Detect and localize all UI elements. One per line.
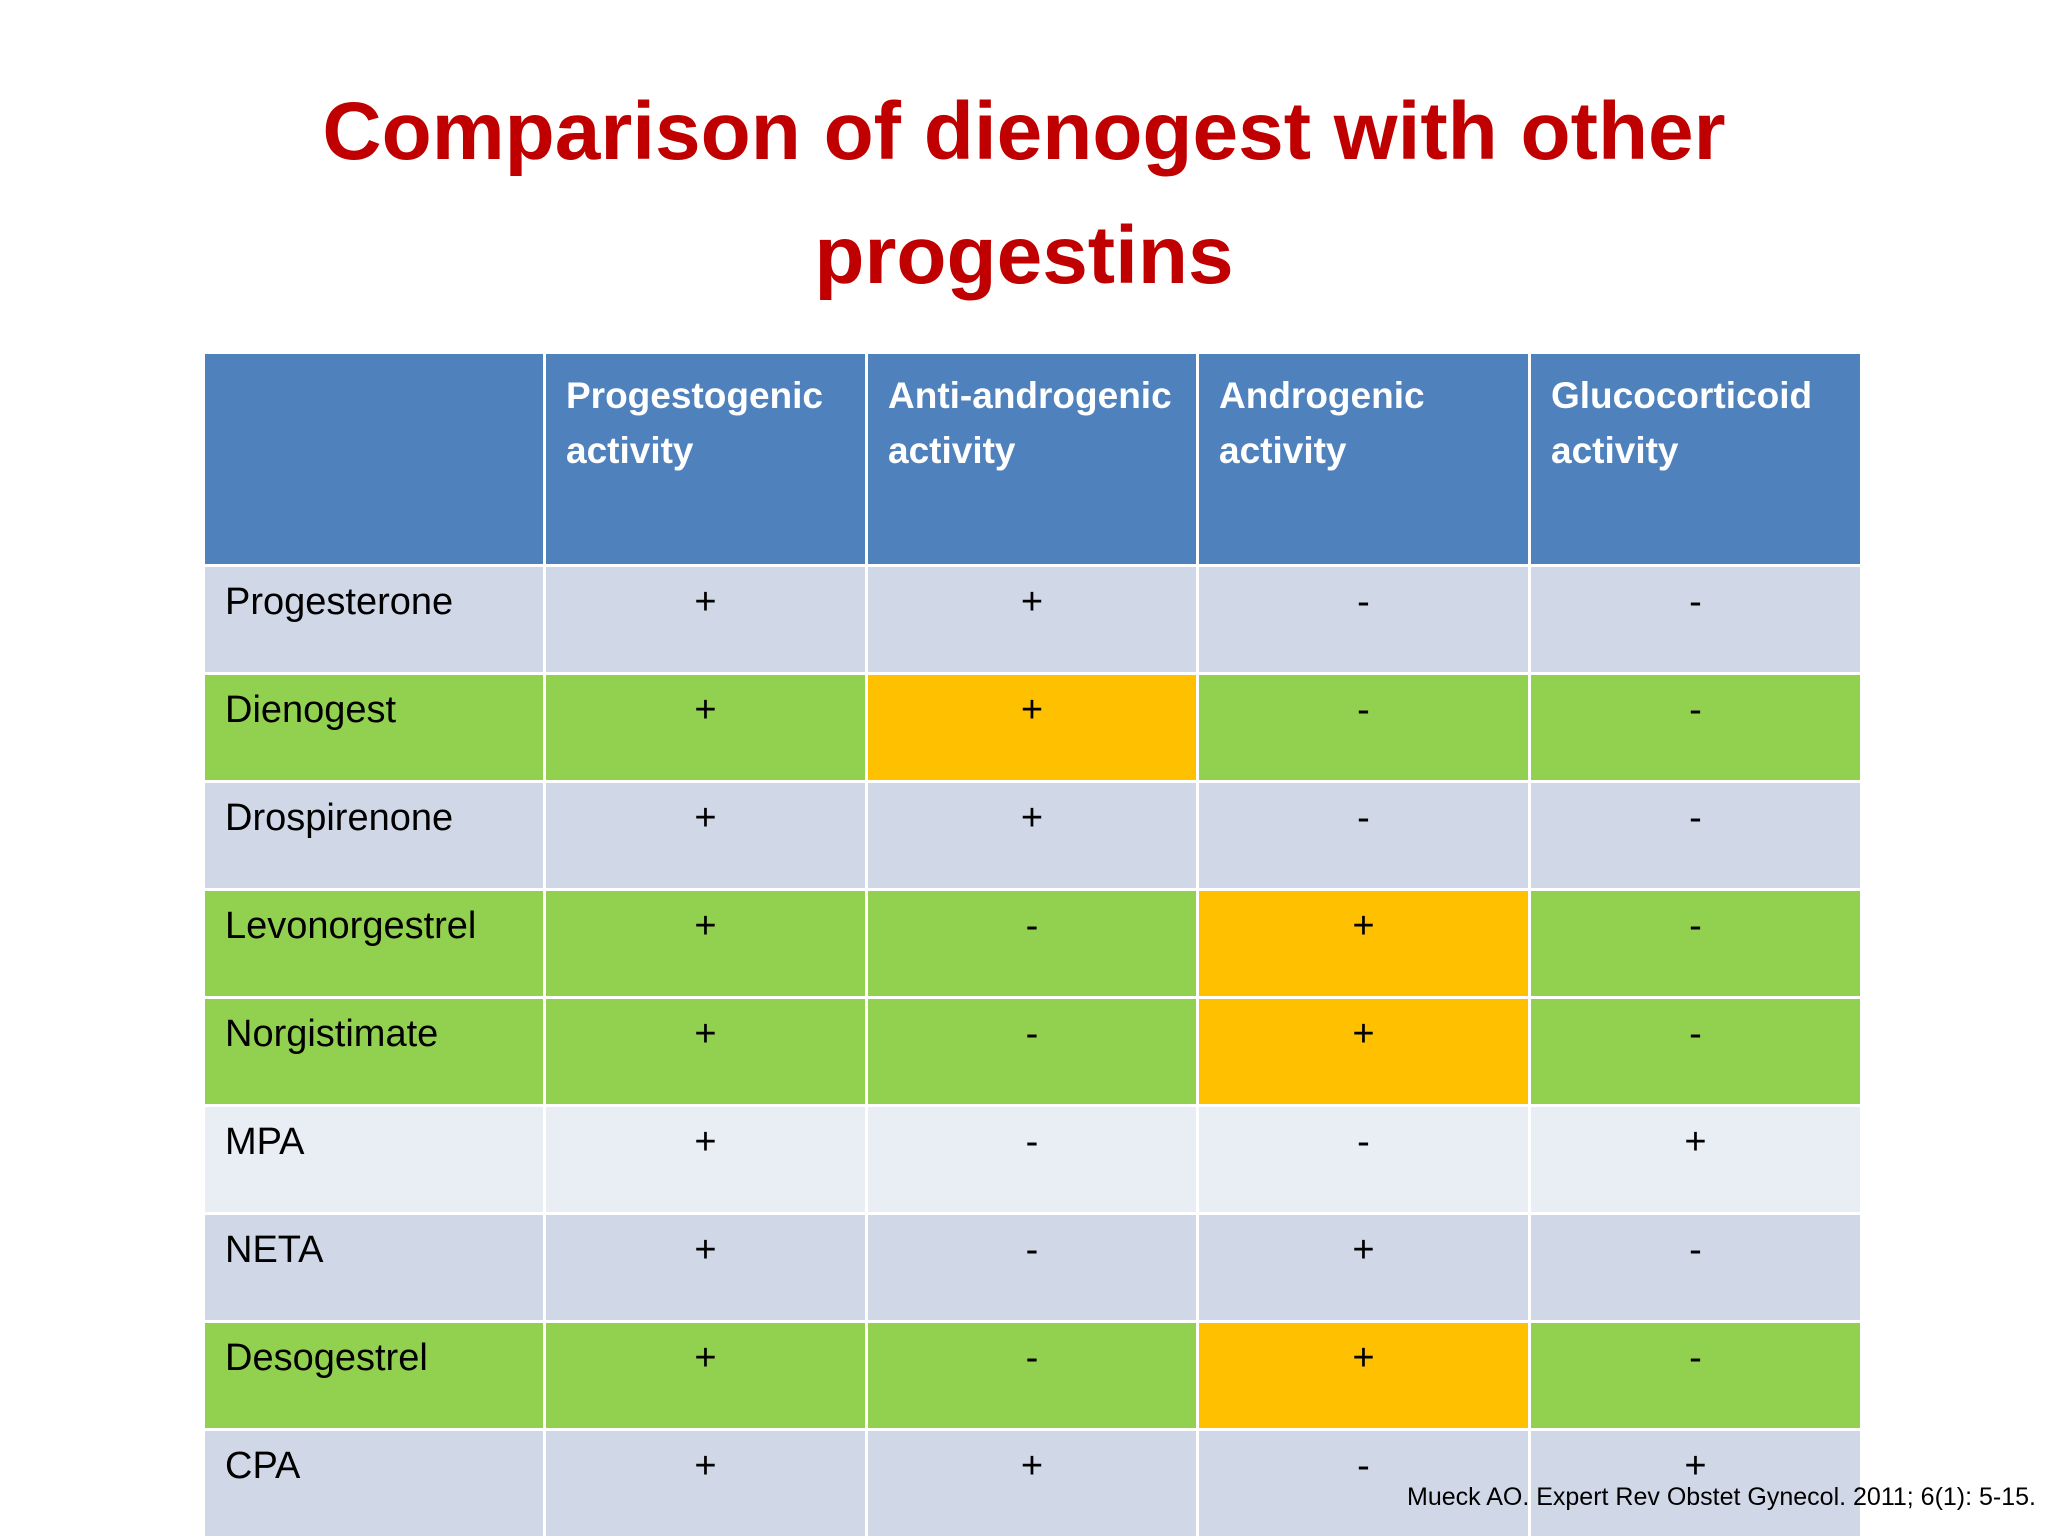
table-row: Levonorgestrel + - + - xyxy=(202,888,1863,999)
activity-cell: + xyxy=(865,672,1199,783)
row-label: Progesterone xyxy=(202,564,546,675)
activity-cell: - xyxy=(1528,564,1863,675)
activity-cell: - xyxy=(1196,1104,1531,1215)
activity-cell: + xyxy=(865,780,1199,891)
activity-cell: + xyxy=(543,888,868,999)
activity-cell: + xyxy=(865,564,1199,675)
row-label: Desogestrel xyxy=(202,1320,546,1431)
header-cell xyxy=(202,351,546,567)
row-label: Levonorgestrel xyxy=(202,888,546,999)
activity-cell: + xyxy=(1196,1320,1531,1431)
activity-cell: + xyxy=(1196,1212,1531,1323)
table-row: MPA + - - + xyxy=(202,1104,1863,1215)
activity-cell: + xyxy=(543,1212,868,1323)
activity-cell: - xyxy=(1196,1428,1531,1539)
activity-cell: - xyxy=(1528,672,1863,783)
comparison-table: Progestogenic activity Anti-androgenic ac… xyxy=(202,351,1863,1539)
table-row: Dienogest + + - - xyxy=(202,672,1863,783)
activity-cell: - xyxy=(865,888,1199,999)
header-cell: Progestogenic activity xyxy=(543,351,868,567)
activity-cell: - xyxy=(1528,888,1863,999)
slide-title: Comparison of dienogest with other proge… xyxy=(322,86,1726,301)
table-row: Norgistimate + - + - xyxy=(202,996,1863,1107)
header-row: Progestogenic activity Anti-androgenic ac… xyxy=(202,351,1863,567)
row-label: CPA xyxy=(202,1428,546,1539)
header-cell: Androgenic activity xyxy=(1196,351,1531,567)
row-label: NETA xyxy=(202,1212,546,1323)
citation: Mueck AO. Expert Rev Obstet Gynecol. 201… xyxy=(1407,1483,2036,1511)
header-cell: Glucocorticoid activity xyxy=(1528,351,1863,567)
table-row: CPA + + - + xyxy=(202,1428,1863,1539)
row-label: MPA xyxy=(202,1104,546,1215)
activity-cell: - xyxy=(1196,564,1531,675)
activity-cell: - xyxy=(1528,996,1863,1107)
activity-cell: + xyxy=(543,1104,868,1215)
activity-cell: + xyxy=(865,1428,1199,1539)
activity-cell: + xyxy=(543,672,868,783)
activity-cell: + xyxy=(543,996,868,1107)
activity-cell: + xyxy=(1528,1104,1863,1215)
activity-cell: - xyxy=(865,996,1199,1107)
activity-cell: - xyxy=(1528,780,1863,891)
row-label: Drospirenone xyxy=(202,780,546,891)
activity-cell: + xyxy=(543,1320,868,1431)
header-cell: Anti-androgenic activity xyxy=(865,351,1199,567)
activity-cell: - xyxy=(865,1212,1199,1323)
activity-cell: + xyxy=(1196,996,1531,1107)
activity-cell: - xyxy=(865,1104,1199,1215)
activity-cell: + xyxy=(543,1428,868,1539)
row-label: Dienogest xyxy=(202,672,546,783)
activity-cell: - xyxy=(1196,672,1531,783)
table-row: Progesterone + + - - xyxy=(202,564,1863,675)
activity-cell: - xyxy=(1196,780,1531,891)
table-row: Drospirenone + + - - xyxy=(202,780,1863,891)
row-label: Norgistimate xyxy=(202,996,546,1107)
activity-cell: - xyxy=(1528,1320,1863,1431)
activity-cell: + xyxy=(1528,1428,1863,1539)
activity-cell: + xyxy=(1196,888,1531,999)
activity-cell: + xyxy=(543,564,868,675)
activity-cell: + xyxy=(543,780,868,891)
table-row: NETA + - + - xyxy=(202,1212,1863,1323)
activity-cell: - xyxy=(1528,1212,1863,1323)
table-row: Desogestrel + - + - xyxy=(202,1320,1863,1431)
activity-cell: - xyxy=(865,1320,1199,1431)
